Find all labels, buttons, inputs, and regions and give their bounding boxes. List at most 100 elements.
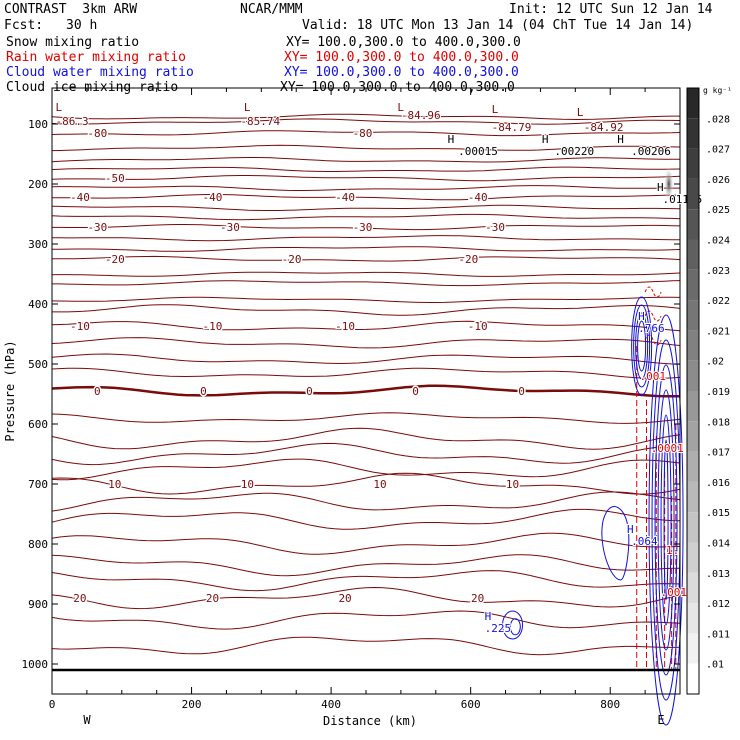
y-tick-label: 300 — [28, 238, 48, 251]
temperature-contour--40 — [52, 194, 681, 201]
contour-label: -30 — [485, 221, 505, 234]
contour-label: 0 — [94, 385, 101, 398]
contour-label: 0 — [306, 385, 313, 398]
extremum-label: -86.3 — [55, 115, 88, 128]
colorbar-swatch — [687, 330, 699, 361]
contour-label: -30 — [220, 221, 240, 234]
field-snow-name: Snow mixing ratio — [6, 35, 140, 50]
extremum-label: .00206 — [631, 145, 671, 158]
extremum-label: H — [448, 133, 455, 146]
contour-label: 10 — [241, 478, 254, 491]
extremum-label: .766 — [638, 322, 665, 335]
contour-label: -30 — [87, 221, 107, 234]
cloud-water-contour — [502, 610, 524, 640]
extremum-label: -84.96 — [401, 109, 441, 122]
extremum-label: L — [244, 101, 251, 114]
extremum-label: -84.79 — [492, 121, 532, 134]
x-tick-label: 800 — [600, 698, 620, 711]
temperature-contour — [51, 271, 681, 277]
temperature-contour — [51, 296, 681, 303]
y-tick-label: 400 — [28, 298, 48, 311]
colorbar-swatch — [687, 148, 699, 179]
temperature-contour — [51, 118, 681, 125]
colorbar-swatch — [687, 421, 699, 452]
contour-label: -40 — [70, 191, 90, 204]
x-tick-label: 200 — [182, 698, 202, 711]
contour-label: -50 — [105, 172, 125, 185]
temperature-contour — [51, 367, 681, 379]
colorbar-swatch — [687, 300, 699, 331]
colorbar-label: .028 — [706, 114, 730, 125]
colorbar-swatch — [687, 209, 699, 240]
contour-label: -20 — [458, 253, 478, 266]
cloud-water-contour — [635, 312, 649, 380]
contour-label: 10 — [373, 478, 386, 491]
contour-label: 20 — [338, 592, 351, 605]
colorbar-label: .022 — [706, 296, 730, 307]
extremum-label: H — [617, 133, 624, 146]
cloud-water-contour — [654, 364, 678, 676]
temperature-contour — [51, 636, 681, 656]
temperature-contour — [51, 353, 681, 365]
colorbar-label: .016 — [706, 478, 730, 489]
temperature-contour — [51, 213, 681, 221]
colorbar-label: .015 — [706, 508, 730, 519]
colorbar-label: .011 — [706, 629, 730, 640]
contour-label: -40 — [468, 191, 488, 204]
temperature-contour — [51, 166, 681, 172]
contour-label: -80 — [353, 127, 373, 140]
colorbar-label: .01 — [706, 660, 724, 671]
contour-label: 20 — [206, 592, 219, 605]
temperature-contour-20 — [51, 586, 681, 610]
extremum-label: L — [577, 106, 584, 119]
colorbar-swatch — [687, 542, 699, 573]
colorbar-swatch — [687, 451, 699, 482]
colorbar-label: .014 — [706, 539, 730, 550]
temperature-contour — [51, 532, 681, 555]
temperature-contour--10 — [51, 320, 681, 332]
contour-label: 20 — [471, 592, 484, 605]
colorbar-swatch — [687, 239, 699, 270]
temperature-contour — [52, 246, 681, 252]
temperature-contour — [51, 204, 681, 211]
y-tick-label: 900 — [28, 598, 48, 611]
colorbar-swatch — [687, 481, 699, 513]
temperature-contour — [52, 235, 681, 242]
colorbar-frame — [686, 87, 700, 695]
colorbar-label: .018 — [706, 417, 730, 428]
temperature-contour--50 — [51, 175, 681, 182]
contour-label: -40 — [335, 191, 355, 204]
extremum-label: H — [657, 181, 664, 194]
y-tick-label: 700 — [28, 478, 48, 491]
extremum-label: H — [627, 523, 634, 536]
y-tick-label: 500 — [28, 358, 48, 371]
temperature-contour — [51, 412, 681, 424]
temperature-contour--20 — [52, 255, 681, 262]
temperature-contour — [51, 157, 680, 163]
temperature-contour--30 — [52, 224, 681, 231]
colorbar-label: .013 — [706, 569, 730, 580]
field-snow-xy: XY= 100.0,300.0 to 400.0,300.0 — [286, 35, 521, 50]
cloud-water-contour — [648, 314, 684, 726]
contour-label: 10 — [506, 478, 519, 491]
x-tick-label: 600 — [461, 698, 481, 711]
contour-label: -80 — [87, 127, 107, 140]
cloud-water-contour — [631, 296, 653, 396]
rain-contour — [644, 286, 662, 298]
temperature-contour — [51, 458, 681, 481]
colorbar-label: .02 — [706, 357, 724, 368]
cloud-water-contour — [509, 618, 521, 636]
extremum-label: H — [485, 610, 492, 623]
temperature-contour — [51, 144, 681, 152]
contour-label: 0 — [200, 385, 207, 398]
temperature-contour — [52, 304, 681, 316]
temperature-contour — [51, 442, 681, 466]
extremum-label: -85.74 — [240, 115, 280, 128]
cloud-water-contour — [657, 389, 675, 651]
extremum-label: .225 — [485, 622, 512, 635]
colorbar-label: .023 — [706, 266, 730, 277]
contour-label: -10 — [468, 320, 488, 333]
contour-label: 0 — [518, 385, 525, 398]
contour-label: 10 — [108, 478, 121, 491]
